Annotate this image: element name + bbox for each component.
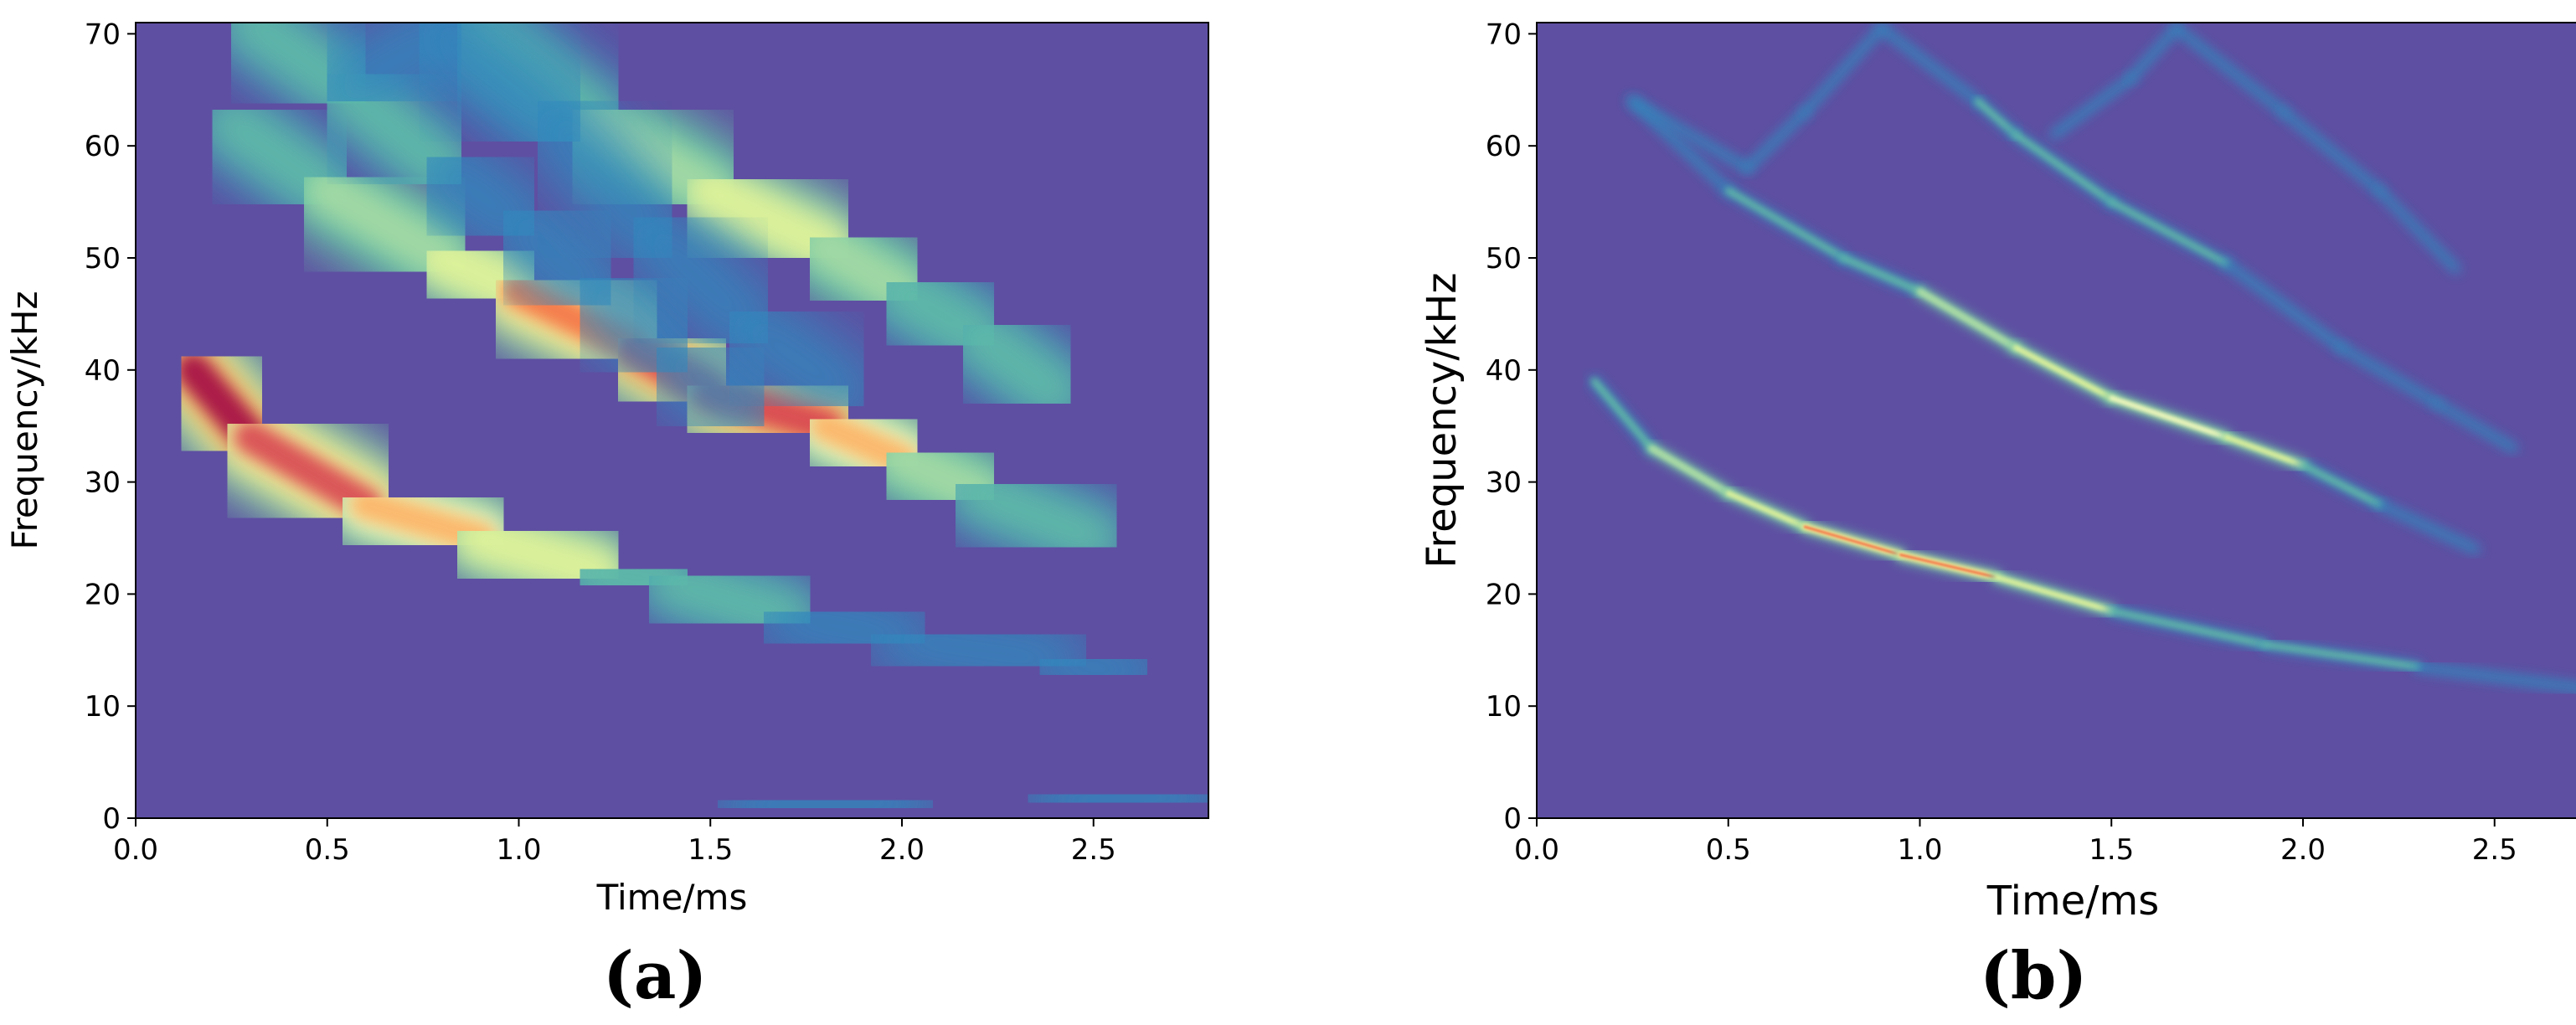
ridge-segment <box>2049 74 2136 140</box>
ridge-segment <box>1899 554 1998 579</box>
ridge-segment <box>1840 255 1924 296</box>
y-tick-label: 60 <box>85 130 121 163</box>
ridge-segment <box>2221 259 2347 353</box>
panel-label-b: (b) <box>1980 938 2088 1014</box>
ridge-segment <box>1918 289 2018 350</box>
ridge-segment <box>1649 446 1731 496</box>
x-tick-label: 0.5 <box>305 833 350 867</box>
ridge-segment <box>945 460 1127 572</box>
y-tick-label: 20 <box>1486 578 1522 611</box>
y-axis-label: Frequency/kHz <box>1419 272 1466 568</box>
ridge-segment <box>2012 131 2115 205</box>
ridge-segment <box>707 284 886 434</box>
y-tick-label: 10 <box>1486 690 1522 724</box>
ridge-segment <box>2223 435 2306 468</box>
plot-frame <box>1536 22 2576 819</box>
ridge-segment <box>2375 186 2461 274</box>
x-tick-label: 0.0 <box>113 833 158 867</box>
ridge-segment <box>1974 97 2019 138</box>
spectrogram-ridges <box>1589 23 2576 693</box>
ridge-segment <box>1590 378 1656 452</box>
spectrogram-chart-a: 0.0 0.5 1.0 1.5 2.0 2.5 0 10 20 30 40 50 60 70 Time/ms… <box>4 18 1209 918</box>
x-tick-label: 2.5 <box>1071 833 1116 867</box>
ridge-segment <box>2109 395 2229 440</box>
plot-frame <box>135 22 1209 819</box>
spectrogram-chart-b: 0.0 0.5 1.0 1.5 2.0 2.5 0 10 20 30 40 50 60 70 Time/ms… <box>1419 18 2576 925</box>
y-tick-label: 30 <box>85 466 121 500</box>
ridge-segment <box>1013 619 1174 715</box>
ridge-5 <box>2049 23 2461 274</box>
x-tick-label: 0.5 <box>1706 833 1751 867</box>
x-tick-label: 2.0 <box>2280 833 2326 867</box>
ridge-segment <box>631 317 791 456</box>
ridge-segment <box>1627 96 1753 173</box>
ridge-segment <box>2374 499 2481 554</box>
panel-b: 0.0 0.5 1.0 1.5 2.0 2.5 0 10 20 30 40 50 60 70 Time/ms… <box>1288 0 2576 1025</box>
ridge-segment <box>1803 525 1903 556</box>
ridge-1 <box>1589 376 2576 693</box>
x-tick-label: 1.5 <box>2089 833 2134 867</box>
y-tick-label: 70 <box>1486 18 1522 51</box>
ridge-segment <box>1743 107 1810 173</box>
panel-a: 0.0 0.5 1.0 1.5 2.0 2.5 0 10 20 30 40 50 60 70 Time/ms… <box>4 18 1209 1014</box>
x-tick-label: 1.5 <box>688 833 733 867</box>
ridge-segment <box>1725 188 1847 261</box>
ridge-segment <box>1726 491 1807 529</box>
ridge-segment <box>2432 399 2518 453</box>
y-tick-label: 70 <box>85 18 121 51</box>
x-axis-label: Time/ms <box>596 877 748 918</box>
ridge-2 <box>1627 96 2481 554</box>
x-tick-label: 1.0 <box>1897 833 1942 867</box>
x-tick-label: 2.0 <box>879 833 925 867</box>
x-axis-label: Time/ms <box>1986 878 2159 925</box>
y-tick-label: 50 <box>1486 242 1522 276</box>
ridge-segment <box>2172 23 2289 117</box>
y-tick-label: 50 <box>85 242 121 276</box>
plot-background <box>1537 23 2576 818</box>
ridge-segment <box>2108 607 2269 648</box>
ridge-segment <box>2336 343 2442 409</box>
y-tick-label: 40 <box>85 354 121 388</box>
y-tick-label: 30 <box>1486 466 1522 500</box>
ridge-segment <box>2013 345 2114 400</box>
x-tick-label: 1.0 <box>496 833 541 867</box>
y-tick-label: 0 <box>102 802 121 836</box>
ridge-3 <box>1877 23 2518 453</box>
ridge-5 <box>301 23 886 434</box>
y-tick-label: 20 <box>85 578 121 611</box>
ridge-segment <box>1877 23 1982 106</box>
y-tick-label: 10 <box>85 690 121 724</box>
y-tick-label: 0 <box>1503 802 1522 836</box>
y-axis-label: Frequency/kHz <box>4 291 45 549</box>
ridge-segment <box>1994 574 2114 614</box>
ridge-segment <box>2279 107 2384 196</box>
ridge-segment <box>2413 662 2576 693</box>
x-tick-label: 0.0 <box>1514 833 1559 867</box>
y-tick-label: 40 <box>1486 354 1522 388</box>
ridge-segment <box>2108 198 2230 267</box>
ridge-6 <box>705 753 1208 818</box>
ridge-segment <box>944 301 1090 427</box>
ridge-segment <box>2300 461 2383 508</box>
ridge-1 <box>136 307 1174 715</box>
ridge-segment <box>2261 641 2421 671</box>
ridge-segment <box>1012 753 1208 818</box>
panel-label-a: (a) <box>603 938 708 1014</box>
ridge-segment <box>1800 23 1887 117</box>
ridge-segment <box>1627 96 1734 196</box>
y-tick-label: 60 <box>1486 130 1522 163</box>
ridge-4 <box>1627 23 1887 173</box>
spectrogram-ridges <box>136 23 1208 818</box>
ridge-segment <box>2125 23 2182 84</box>
x-tick-label: 2.5 <box>2472 833 2517 867</box>
